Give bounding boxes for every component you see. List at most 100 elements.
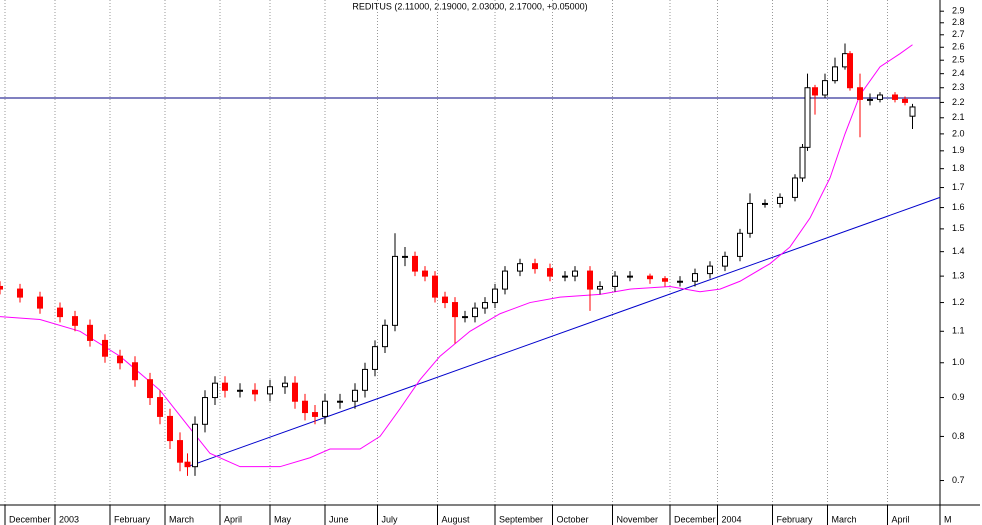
- candle-body: [177, 440, 183, 463]
- candle-body: [909, 106, 916, 117]
- candle-body: [482, 302, 488, 309]
- y-tick-label: 1.2: [952, 297, 965, 307]
- x-tick-label: 2004: [722, 514, 742, 524]
- x-tick-label: March: [832, 514, 857, 524]
- x-tick-label: M: [944, 514, 952, 524]
- y-tick-label: 1.5: [952, 223, 965, 233]
- candle-body: [157, 397, 163, 417]
- candle-body: [547, 268, 553, 277]
- candle-body: [492, 288, 498, 304]
- candle-body: [422, 270, 428, 277]
- x-tick-label: May: [274, 514, 292, 524]
- candle-body: [892, 94, 898, 100]
- x-tick-label: February: [777, 514, 814, 524]
- candle-body: [832, 66, 838, 82]
- candle-body: [737, 232, 743, 257]
- candle-body: [587, 270, 593, 290]
- candle-body: [117, 355, 123, 364]
- y-tick-label: 2.5: [952, 55, 965, 65]
- candle-body: [562, 275, 568, 278]
- x-tick-label: February: [114, 514, 151, 524]
- y-tick-label: 0.8: [952, 431, 965, 441]
- x-tick-label: August: [442, 514, 471, 524]
- candle-body: [202, 397, 208, 425]
- x-tick-label: June: [329, 514, 349, 524]
- x-tick-label: April: [892, 514, 910, 524]
- candle-body: [442, 296, 448, 304]
- y-tick-label: 0.9: [952, 392, 965, 402]
- candle-body: [662, 278, 668, 282]
- y-tick-label: 2.9: [952, 6, 965, 16]
- x-tick-label: December: [674, 514, 716, 524]
- x-tick-label: March: [169, 514, 194, 524]
- x-tick-label: November: [617, 514, 659, 524]
- candle-body: [877, 94, 883, 100]
- x-tick-label: December: [9, 514, 51, 524]
- candle-body: [372, 346, 378, 370]
- candle-body: [322, 400, 328, 417]
- candle-body: [692, 273, 698, 282]
- y-tick-label: 2.6: [952, 42, 965, 52]
- x-tick-label: April: [224, 514, 242, 524]
- y-tick-label: 1.9: [952, 145, 965, 155]
- candle-body: [212, 382, 218, 399]
- candle-body: [452, 302, 458, 318]
- y-tick-label: 1.6: [952, 202, 965, 212]
- candle-body: [382, 324, 388, 348]
- candle-body: [17, 288, 23, 298]
- y-tick-label: 1.0: [952, 357, 965, 367]
- candle-body: [847, 53, 853, 89]
- trendline: [187, 196, 941, 468]
- candle-body: [857, 87, 863, 100]
- y-tick-label: 2.4: [952, 68, 965, 78]
- candle-body: [792, 177, 798, 198]
- candle-body: [392, 255, 398, 326]
- y-tick-label: 2.2: [952, 97, 965, 107]
- candle-body: [597, 285, 603, 290]
- candle-body: [762, 202, 768, 205]
- candle-body: [412, 255, 418, 272]
- candle-body: [747, 202, 753, 234]
- candle-body: [517, 263, 523, 272]
- candle-body: [352, 389, 358, 402]
- candle-body: [627, 275, 633, 278]
- y-tick-label: 2.8: [952, 17, 965, 27]
- chart-title: REDITUS (2.11000, 2.19000, 2.03000, 2.17…: [352, 1, 587, 11]
- y-tick-label: 1.1: [952, 326, 965, 336]
- candle-body: [812, 87, 818, 96]
- candle-body: [402, 255, 408, 258]
- candle-body: [822, 80, 828, 96]
- candle-body: [292, 382, 298, 402]
- candle-body: [502, 270, 508, 290]
- candle-body: [777, 196, 783, 204]
- candle-body: [799, 146, 806, 179]
- candle-body: [184, 461, 191, 468]
- candle-body: [707, 265, 713, 275]
- y-tick-label: 1.3: [952, 271, 965, 281]
- candle-body: [132, 362, 138, 381]
- candle-body: [472, 307, 478, 318]
- candle-body: [37, 296, 43, 309]
- candle-body: [612, 275, 618, 287]
- candle-body: [804, 87, 811, 148]
- candle-body: [222, 382, 228, 391]
- candle-body: [362, 368, 368, 391]
- x-tick-label: October: [557, 514, 589, 524]
- candle-body: [72, 316, 78, 326]
- moving-average: [0, 44, 913, 468]
- candle-body: [0, 285, 3, 290]
- candle-body: [167, 415, 173, 442]
- candle-body: [302, 400, 308, 414]
- candle-body: [57, 307, 63, 318]
- x-tick-label: July: [382, 514, 399, 524]
- y-tick-label: 1.8: [952, 163, 965, 173]
- candle-body: [267, 386, 273, 395]
- candle-body: [532, 263, 538, 270]
- candle-body: [237, 389, 243, 392]
- candle-body: [252, 389, 258, 395]
- y-tick-label: 2.7: [952, 29, 965, 39]
- candle-body: [677, 280, 683, 283]
- y-tick-label: 1.7: [952, 182, 965, 192]
- candle-body: [572, 270, 578, 277]
